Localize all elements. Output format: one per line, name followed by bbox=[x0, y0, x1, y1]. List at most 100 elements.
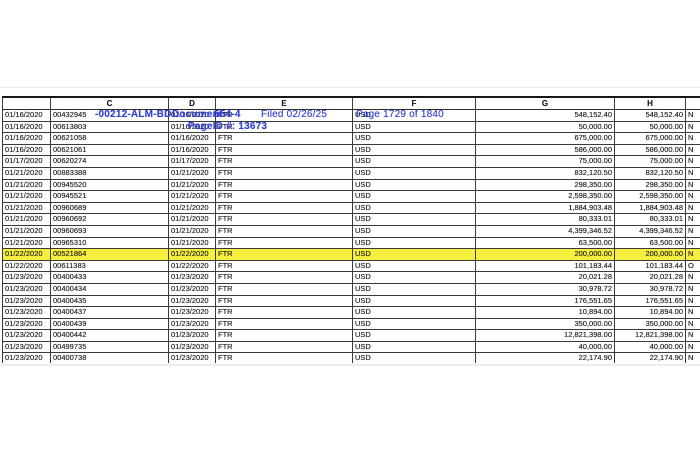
cell-amount: 548,152.40 bbox=[476, 110, 615, 121]
cell-value-date: 01/23/2020 bbox=[169, 318, 216, 330]
stamp-pageid: PageID #: 13673 bbox=[188, 121, 268, 132]
cell-amount: 30,978.72 bbox=[476, 283, 615, 295]
cell-amount: 2,598,350.00 bbox=[476, 191, 615, 202]
cell-date: 01/21/2020 bbox=[3, 167, 51, 179]
table-row: 01/23/2020 00400435 01/23/2020 FTR USD 1… bbox=[3, 295, 700, 308]
cell-date: 01/21/2020 bbox=[3, 225, 51, 237]
cell-transaction-id: 00945520 bbox=[51, 179, 169, 191]
cell-amount: 298,350.00 bbox=[476, 179, 615, 191]
cell-amount-2: 101,183.44 bbox=[615, 260, 686, 272]
cell-value-date: 01/21/2020 bbox=[169, 214, 216, 225]
cell-type: FTR bbox=[216, 330, 353, 341]
cell-amount-2: 12,821,398.00 bbox=[615, 330, 686, 341]
cell-flag: N bbox=[686, 238, 700, 249]
cell-date: 01/23/2020 bbox=[3, 283, 51, 295]
cell-date: 01/21/2020 bbox=[3, 202, 51, 214]
cell-amount-2: 298,350.00 bbox=[615, 179, 686, 191]
cell-currency: USD bbox=[353, 249, 476, 260]
cell-type: FTR bbox=[216, 191, 353, 202]
cell-amount: 350,000.00 bbox=[476, 318, 615, 330]
cell-transaction-id: 00499735 bbox=[51, 341, 169, 353]
cell-transaction-id: 00400437 bbox=[51, 307, 169, 318]
cell-currency: USD bbox=[353, 330, 476, 341]
cell-type: FTR bbox=[216, 133, 353, 144]
cell-transaction-id: 00400435 bbox=[51, 295, 169, 307]
cell-flag: N bbox=[686, 203, 700, 214]
table-row: 01/21/2020 00960692 01/21/2020 FTR USD 8… bbox=[3, 214, 700, 226]
table-row: 01/23/2020 00400439 01/23/2020 FTR USD 3… bbox=[3, 318, 700, 331]
cell-flag: N bbox=[686, 133, 700, 144]
cell-value-date: 01/21/2020 bbox=[169, 202, 216, 214]
cell-date: 01/23/2020 bbox=[3, 307, 51, 318]
table-row: 01/21/2020 00960693 01/21/2020 FTR USD 4… bbox=[3, 225, 700, 238]
cell-amount-2: 20,021.28 bbox=[615, 272, 686, 283]
cell-flag: O bbox=[686, 261, 700, 272]
cell-value-date: 01/23/2020 bbox=[169, 330, 216, 341]
table-row: 01/21/2020 00960689 01/21/2020 FTR USD 1… bbox=[3, 202, 700, 215]
stamp-document-number: 554-4 bbox=[214, 109, 241, 120]
cell-amount: 101,183.44 bbox=[476, 260, 615, 272]
cell-flag: N bbox=[686, 214, 700, 225]
table-body: 01/16/2020 00432945 01/16/2020 FTR USD 5… bbox=[3, 110, 700, 363]
cell-type: FTR bbox=[216, 121, 353, 133]
cell-value-date: 01/16/2020 bbox=[169, 121, 216, 133]
cell-amount: 75,000.00 bbox=[476, 156, 615, 167]
cell-transaction-id: 00521864 bbox=[51, 249, 169, 260]
cell-value-date: 01/16/2020 bbox=[169, 110, 216, 121]
cell-date: 01/16/2020 bbox=[3, 121, 51, 133]
cell-flag: N bbox=[686, 249, 700, 260]
cell-transaction-id: 00613803 bbox=[51, 121, 169, 133]
cell-amount: 176,551.65 bbox=[476, 295, 615, 307]
cell-amount: 40,000.00 bbox=[476, 341, 615, 353]
cell-transaction-id: 00400442 bbox=[51, 330, 169, 341]
cell-type: FTR bbox=[216, 225, 353, 237]
cell-value-date: 01/23/2020 bbox=[169, 353, 216, 363]
table-row: 01/16/2020 00432945 01/16/2020 FTR USD 5… bbox=[3, 110, 700, 122]
table-row: 01/23/2020 00400738 01/23/2020 FTR USD 2… bbox=[3, 353, 700, 363]
cell-transaction-id: 00960693 bbox=[51, 225, 169, 237]
cell-type: FTR bbox=[216, 260, 353, 272]
cell-currency: USD bbox=[353, 156, 476, 167]
cell-date: 01/21/2020 bbox=[3, 179, 51, 191]
cell-date: 01/16/2020 bbox=[3, 110, 51, 121]
cell-currency: USD bbox=[353, 272, 476, 283]
cell-value-date: 01/21/2020 bbox=[169, 191, 216, 202]
cell-currency: USD bbox=[353, 144, 476, 156]
cell-flag: N bbox=[686, 110, 700, 121]
cell-date: 01/17/2020 bbox=[3, 156, 51, 167]
cell-currency: USD bbox=[353, 202, 476, 214]
cell-currency: USD bbox=[353, 283, 476, 295]
spreadsheet-table: C D E F G H 01/16/2020 00432945 01/16/20… bbox=[2, 96, 700, 363]
cell-type: FTR bbox=[216, 249, 353, 260]
cell-currency: USD bbox=[353, 237, 476, 249]
cell-transaction-id: 00960689 bbox=[51, 202, 169, 214]
column-header-e: E bbox=[216, 98, 353, 109]
page-bottom-rule bbox=[0, 364, 700, 366]
cell-value-date: 01/23/2020 bbox=[169, 341, 216, 353]
cell-date: 01/23/2020 bbox=[3, 353, 51, 363]
cell-amount: 63,500.00 bbox=[476, 237, 615, 249]
cell-type: FTR bbox=[216, 156, 353, 167]
cell-flag: N bbox=[686, 191, 700, 202]
cell-date: 01/21/2020 bbox=[3, 214, 51, 225]
cell-transaction-id: 00621058 bbox=[51, 133, 169, 144]
cell-date: 01/21/2020 bbox=[3, 191, 51, 202]
stamp-document-label: Document bbox=[172, 109, 223, 120]
cell-currency: USD bbox=[353, 167, 476, 179]
cell-currency: USD bbox=[353, 318, 476, 330]
cell-date: 01/23/2020 bbox=[3, 330, 51, 341]
cell-flag: N bbox=[686, 156, 700, 167]
cell-currency: USD bbox=[353, 353, 476, 363]
cell-transaction-id: 00945521 bbox=[51, 191, 169, 202]
cell-amount: 50,000.00 bbox=[476, 121, 615, 133]
cell-type: FTR bbox=[216, 202, 353, 214]
cell-value-date: 01/23/2020 bbox=[169, 307, 216, 318]
table-row: 01/16/2020 00621058 01/16/2020 FTR USD 6… bbox=[3, 133, 700, 145]
cell-value-date: 01/22/2020 bbox=[169, 249, 216, 260]
cell-currency: USD bbox=[353, 121, 476, 133]
cell-value-date: 01/16/2020 bbox=[169, 144, 216, 156]
cell-date: 01/22/2020 bbox=[3, 249, 51, 260]
cell-transaction-id: 00965310 bbox=[51, 237, 169, 249]
cell-transaction-id: 00400433 bbox=[51, 272, 169, 283]
cell-type: FTR bbox=[216, 144, 353, 156]
